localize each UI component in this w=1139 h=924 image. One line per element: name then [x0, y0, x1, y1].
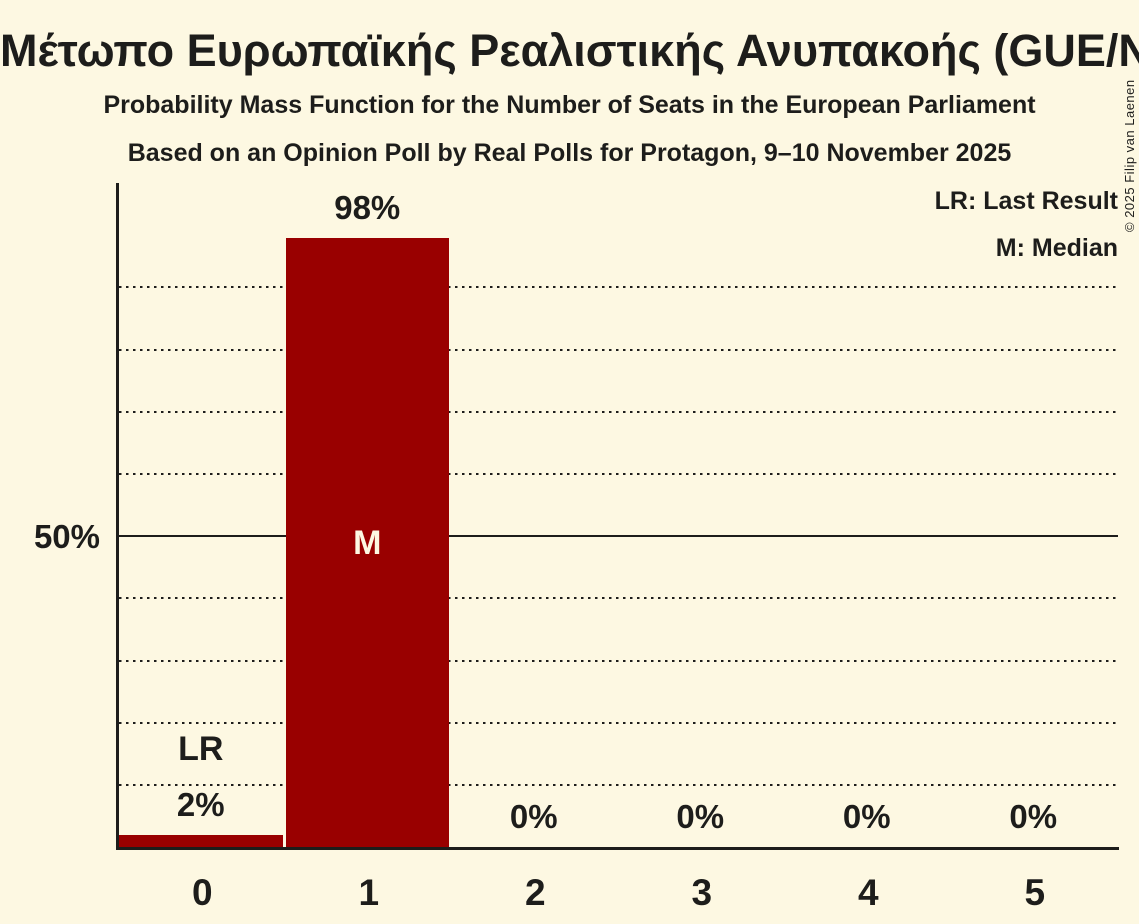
- x-tick-label-1: 1: [358, 872, 380, 913]
- majority-line-50pct: [119, 535, 1118, 538]
- gridline-60pct: [119, 472, 1118, 475]
- x-axis: [116, 847, 1119, 850]
- annotation-m: M: [353, 524, 382, 562]
- bar-seats-0: [119, 834, 283, 847]
- bar-value-label-3: 0%: [676, 798, 725, 835]
- gridline-40pct: [119, 597, 1118, 600]
- legend-last-result: LR: Last Result: [934, 187, 1118, 215]
- x-tick-label-2: 2: [524, 872, 546, 913]
- gridline-90pct: [119, 286, 1118, 289]
- chart-subtitle: Probability Mass Function for the Number…: [103, 91, 1036, 119]
- chart-source-line: Based on an Opinion Poll by Real Polls f…: [127, 139, 1012, 167]
- chart-title: Μέτωπο Ευρωπαϊκής Ρεαλιστικής Ανυπακοής …: [0, 25, 1139, 76]
- copyright-notice: © 2025 Filip van Laenen: [1122, 79, 1137, 232]
- plot-area: 2% 98% 0% 0% 0% 0% LR M 0 1 2 3 4 5: [116, 183, 1119, 913]
- bar-value-label-4: 0%: [842, 798, 891, 835]
- annotation-lr: LR: [178, 729, 224, 768]
- gridline-10pct: [119, 783, 1118, 786]
- gridline-70pct: [119, 410, 1118, 413]
- bar-value-label-2: 0%: [509, 798, 558, 835]
- bar-value-label-1: 98%: [334, 188, 401, 226]
- x-tick-label-4: 4: [857, 872, 879, 913]
- bar-value-label-0: 2%: [176, 785, 225, 823]
- y-axis: [116, 183, 119, 850]
- gridline-80pct: [119, 348, 1118, 351]
- y-axis-tick-label-50: 50%: [33, 518, 100, 555]
- bar-seats-1: [285, 237, 449, 847]
- x-tick-label-0: 0: [191, 872, 213, 913]
- bar-value-label-5: 0%: [1009, 798, 1058, 835]
- x-tick-label-3: 3: [691, 872, 713, 913]
- legend-median: M: Median: [995, 234, 1118, 262]
- gridline-30pct: [119, 659, 1118, 662]
- x-tick-label-5: 5: [1024, 872, 1046, 913]
- gridline-20pct: [119, 721, 1118, 724]
